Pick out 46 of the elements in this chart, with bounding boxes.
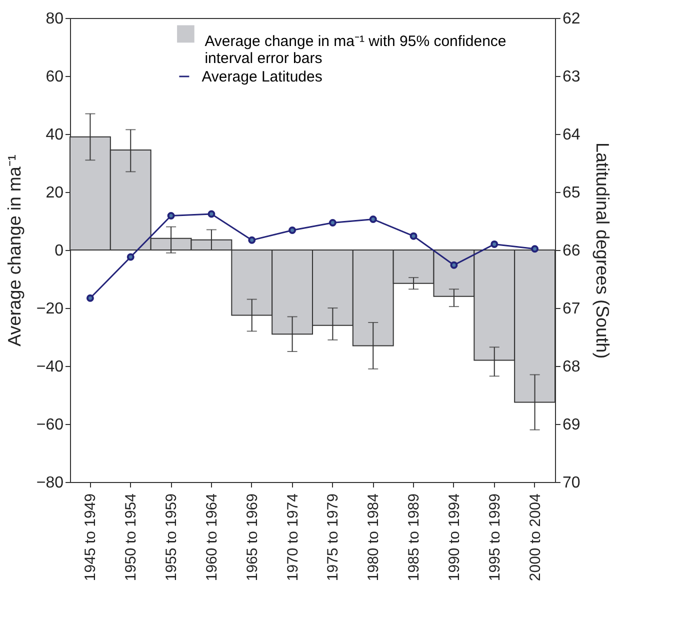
y-tick-label: 80: [46, 10, 64, 28]
point: [369, 216, 377, 223]
x-tick-label: 1980 to 1984: [365, 494, 382, 582]
y-tick-label: 40: [46, 126, 64, 144]
point: [288, 226, 296, 234]
x-tick-label: 1945 to 1949: [82, 494, 100, 582]
legend-label: Average change in ma⁻¹ with 95% confidence interval error bars: [204, 32, 506, 67]
x-tick-label: 1955 to 1959: [163, 494, 180, 582]
x-tick-label: 2000 to 2004: [526, 494, 544, 582]
x-tick-label: 1975 to 1979: [324, 494, 342, 582]
point: [86, 294, 94, 302]
y-tick-label: 0: [54, 242, 64, 260]
y-tick-label: −80: [36, 474, 64, 492]
legend-label: Average Latitudes: [202, 68, 322, 86]
x-tick-label: 1965 to 1969: [244, 494, 261, 582]
y2-tick-label: 65: [562, 184, 580, 202]
y2-tick-label: 67: [562, 300, 580, 318]
x-tick-label: 1995 to 1999: [486, 494, 504, 582]
point: [410, 232, 418, 240]
y2-axis-title: Latitudinal degrees (South): [592, 142, 612, 359]
y2-tick-label: 68: [562, 358, 580, 376]
point: [450, 261, 458, 269]
point: [531, 245, 539, 253]
y-tick-label: −20: [36, 300, 64, 318]
y2-tick-label: 70: [562, 474, 580, 492]
x-tick-label: 1950 to 1954: [122, 494, 140, 582]
x-tick-label: 1970 to 1974: [284, 494, 302, 582]
y-axis-title: Average change in ma⁻¹: [4, 154, 24, 346]
y2-tick-label: 64: [562, 126, 580, 144]
y2-tick-label: 62: [562, 10, 580, 28]
point: [490, 240, 498, 248]
point: [328, 219, 336, 226]
x-tick-label: 1985 to 1989: [406, 494, 423, 582]
point: [126, 253, 134, 261]
y-tick-label: 60: [46, 68, 64, 86]
point: [167, 212, 175, 220]
y2-tick-label: 66: [562, 242, 580, 260]
y2-tick-label: 63: [562, 68, 580, 86]
point: [208, 210, 216, 218]
y2-tick-label: 69: [562, 416, 580, 434]
x-tick-label: 1960 to 1964: [203, 494, 220, 582]
y-tick-label: −60: [36, 416, 64, 434]
y-tick-label: 20: [46, 184, 64, 202]
point: [248, 236, 256, 244]
y-tick-label: −40: [36, 358, 64, 376]
x-tick-label: 1990 to 1994: [446, 494, 463, 582]
